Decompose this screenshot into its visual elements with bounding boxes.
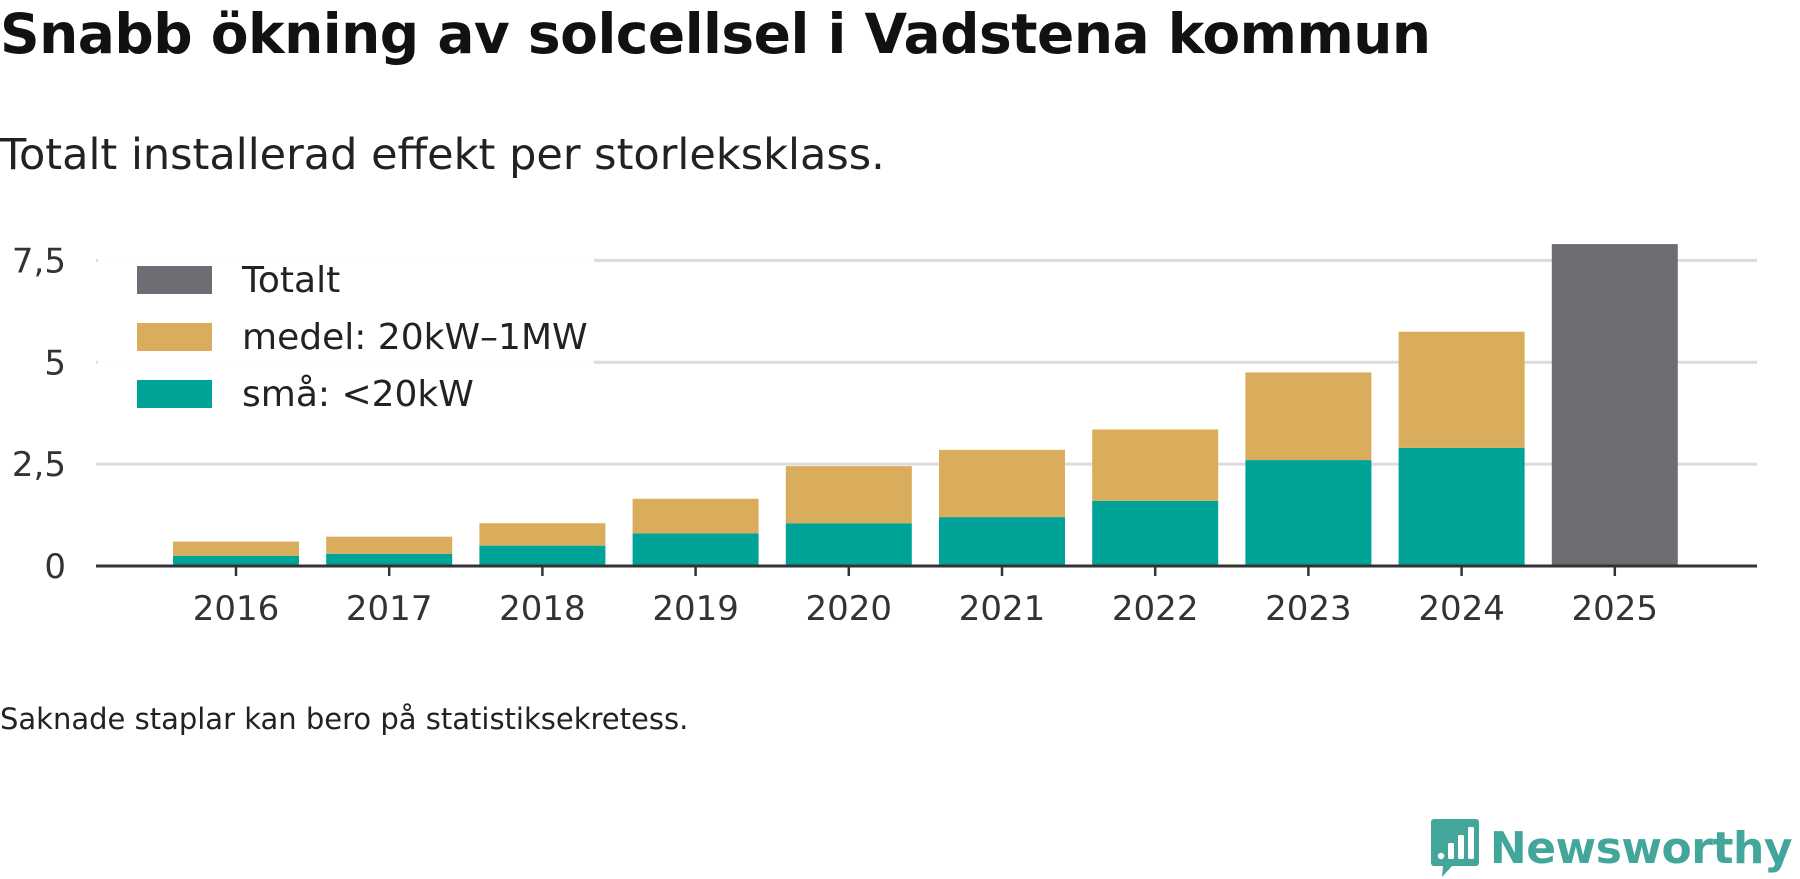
bar-medel-2021 [939,449,1065,518]
bar-medel-2017 [326,536,453,554]
legend-swatch-totalt [137,266,212,294]
legend-background [98,240,594,390]
bar-medel-2018 [479,523,606,546]
legend-swatch-medel [137,323,212,351]
x-tick-label: 2022 [1112,589,1199,620]
legend-swatch-sma [137,380,212,408]
chart-subtitle: Totalt installerad effekt per storlekskl… [0,130,885,180]
bar-sma-2017 [326,553,453,566]
bar-medel-2022 [1092,429,1219,501]
bar-medel-2019 [632,498,759,534]
bar-sma-2021 [939,517,1065,566]
bar-totalt-2025 [1551,244,1678,566]
x-tick-label: 2017 [346,589,433,620]
footnote: Saknade staplar kan bero på statistiksek… [0,702,689,736]
stacked-bar-chart: Totalt medel: 20kW–1MW små: <20kW 0 2,5 5 7,5… [12,240,1757,620]
bar-sma-2023 [1245,460,1372,566]
axes: 0 2,5 5 7,5 2016 2017 2018 2019 2020 2021 2022 2023… [12,241,1757,620]
bar-sma-2019 [632,533,759,566]
x-tick-label: 2024 [1418,589,1505,620]
y-tick-label: 0 [44,547,66,587]
legend-label-sma: små: <20kW [242,374,474,415]
y-tick-label: 2,5 [12,445,66,485]
legend-backdrop [98,240,594,390]
bar-medel-2023 [1245,372,1372,461]
bar-sma-2022 [1092,500,1219,566]
brand-name: Newsworthy [1489,822,1793,874]
chart-title: Snabb ökning av solcellsel i Vadstena ko… [0,2,1431,66]
bar-sma-2024 [1398,447,1525,566]
x-tick-label: 2016 [193,589,280,620]
legend-label-totalt: Totalt [241,260,340,301]
x-tick-label: 2023 [1265,589,1352,620]
y-tick-label: 5 [44,343,66,383]
x-tick-label: 2025 [1572,589,1659,620]
newsworthy-logo-icon [1430,819,1479,877]
newsworthy-logo: Newsworthy [1430,817,1793,879]
x-tick-label: 2020 [806,589,893,620]
x-tick-label: 2021 [959,589,1046,620]
bar-medel-2016 [173,541,299,556]
bar-medel-2024 [1398,331,1525,448]
y-tick-label: 7,5 [12,241,66,281]
legend-label-medel: medel: 20kW–1MW [242,317,588,358]
x-tick-label: 2018 [499,589,586,620]
x-tick-label: 2019 [652,589,739,620]
legend: Totalt medel: 20kW–1MW små: <20kW [137,260,588,415]
bars [173,244,1678,566]
bar-sma-2016 [173,555,299,566]
bar-sma-2020 [785,523,912,566]
bar-sma-2018 [479,545,606,566]
bar-medel-2020 [785,466,912,524]
